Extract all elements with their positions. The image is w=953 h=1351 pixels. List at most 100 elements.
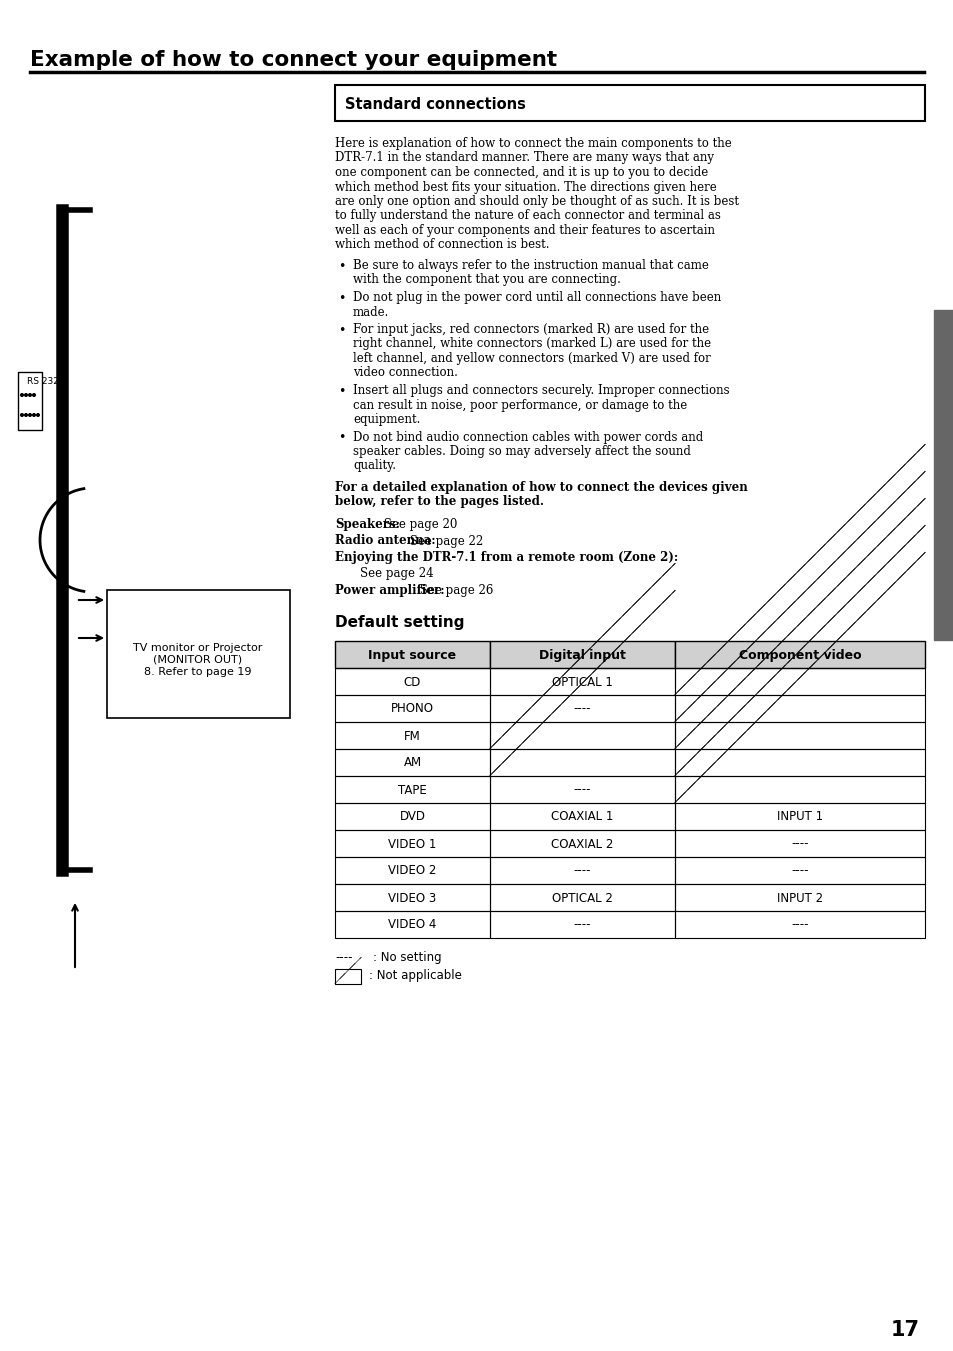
Text: •: • <box>337 385 345 399</box>
Bar <box>490 775 675 802</box>
Text: COAXIAL 1: COAXIAL 1 <box>551 811 613 824</box>
Text: ----: ---- <box>573 865 591 878</box>
Text: ----: ---- <box>573 919 591 931</box>
Text: ----: ---- <box>790 865 808 878</box>
Text: TV monitor or Projector
(MONITOR OUT)
8. Refer to page 19: TV monitor or Projector (MONITOR OUT) 8.… <box>133 643 262 677</box>
Bar <box>335 721 490 748</box>
Bar <box>490 694 675 721</box>
Bar <box>335 830 490 857</box>
Bar <box>335 857 490 884</box>
Bar <box>675 640 924 667</box>
Bar <box>335 667 490 694</box>
Bar <box>335 969 360 984</box>
Bar <box>335 884 490 911</box>
Bar <box>675 694 924 721</box>
Bar <box>675 721 924 748</box>
Text: •: • <box>337 259 345 273</box>
Bar <box>490 640 675 667</box>
Text: VIDEO 2: VIDEO 2 <box>388 865 436 878</box>
Text: AM: AM <box>403 757 421 770</box>
Bar <box>675 884 924 911</box>
Text: ----: ---- <box>790 919 808 931</box>
Text: one component can be connected, and it is up to you to decide: one component can be connected, and it i… <box>335 166 707 178</box>
Text: can result in noise, poor performance, or damage to the: can result in noise, poor performance, o… <box>353 399 686 412</box>
Bar <box>107 590 290 717</box>
Text: below, refer to the pages listed.: below, refer to the pages listed. <box>335 496 543 508</box>
Text: Input source: Input source <box>368 648 456 662</box>
Text: TAPE: TAPE <box>397 784 426 797</box>
Text: to fully understand the nature of each connector and terminal as: to fully understand the nature of each c… <box>335 209 720 223</box>
Text: : Not applicable: : Not applicable <box>369 969 461 981</box>
Text: are only one option and should only be thought of as such. It is best: are only one option and should only be t… <box>335 195 739 208</box>
Bar <box>335 911 490 938</box>
Text: See page 20: See page 20 <box>380 517 457 531</box>
Bar <box>675 775 924 802</box>
Text: See page 26: See page 26 <box>416 584 493 597</box>
Bar <box>490 667 675 694</box>
Bar <box>933 309 953 640</box>
Text: Power amplifier:: Power amplifier: <box>335 584 444 597</box>
Bar <box>490 748 675 775</box>
Text: OPTICAL 1: OPTICAL 1 <box>552 676 612 689</box>
Text: VIDEO 3: VIDEO 3 <box>388 892 436 905</box>
Bar <box>490 857 675 884</box>
Text: Digital input: Digital input <box>538 648 625 662</box>
Circle shape <box>21 393 23 396</box>
Text: Radio antenna:: Radio antenna: <box>335 535 436 547</box>
Text: •: • <box>337 324 345 336</box>
Text: ----: ---- <box>335 951 352 965</box>
Circle shape <box>32 393 35 396</box>
Text: Do not plug in the power cord until all connections have been: Do not plug in the power cord until all … <box>353 290 720 304</box>
Circle shape <box>36 413 39 416</box>
Text: ----: ---- <box>790 838 808 851</box>
Text: OPTICAL 2: OPTICAL 2 <box>552 892 612 905</box>
Text: DTR-7.1 in the standard manner. There are many ways that any: DTR-7.1 in the standard manner. There ar… <box>335 151 713 165</box>
Text: right channel, white connectors (marked L) are used for the: right channel, white connectors (marked … <box>353 338 710 350</box>
Text: ----: ---- <box>573 784 591 797</box>
Text: Here is explanation of how to connect the main components to the: Here is explanation of how to connect th… <box>335 136 731 150</box>
Bar <box>335 748 490 775</box>
Text: •: • <box>337 292 345 305</box>
Text: FM: FM <box>404 730 420 743</box>
Bar <box>335 640 490 667</box>
Text: DVD: DVD <box>399 811 425 824</box>
Bar <box>335 85 924 122</box>
Bar <box>675 911 924 938</box>
Text: quality.: quality. <box>353 459 395 473</box>
Text: left channel, and yellow connectors (marked V) are used for: left channel, and yellow connectors (mar… <box>353 353 710 365</box>
Bar <box>490 911 675 938</box>
Bar <box>675 667 924 694</box>
Text: Do not bind audio connection cables with power cords and: Do not bind audio connection cables with… <box>353 431 702 443</box>
Text: which method of connection is best.: which method of connection is best. <box>335 239 549 251</box>
Bar <box>490 721 675 748</box>
Bar <box>490 830 675 857</box>
Text: See page 24: See page 24 <box>359 567 434 581</box>
Text: See page 22: See page 22 <box>405 535 482 547</box>
Circle shape <box>25 413 28 416</box>
Text: ----: ---- <box>573 703 591 716</box>
Text: equipment.: equipment. <box>353 413 420 426</box>
Circle shape <box>29 393 31 396</box>
Text: which method best fits your situation. The directions given here: which method best fits your situation. T… <box>335 181 716 193</box>
Text: VIDEO 1: VIDEO 1 <box>388 838 436 851</box>
Text: video connection.: video connection. <box>353 366 457 380</box>
Text: VIDEO 4: VIDEO 4 <box>388 919 436 931</box>
Circle shape <box>21 413 23 416</box>
Text: For a detailed explanation of how to connect the devices given: For a detailed explanation of how to con… <box>335 481 747 494</box>
Text: For input jacks, red connectors (marked R) are used for the: For input jacks, red connectors (marked … <box>353 323 708 336</box>
Text: Example of how to connect your equipment: Example of how to connect your equipment <box>30 50 557 70</box>
Bar <box>490 884 675 911</box>
Bar <box>675 830 924 857</box>
Circle shape <box>29 413 31 416</box>
Text: Be sure to always refer to the instruction manual that came: Be sure to always refer to the instructi… <box>353 259 708 272</box>
Text: well as each of your components and their features to ascertain: well as each of your components and thei… <box>335 224 714 236</box>
Bar <box>490 802 675 830</box>
Bar <box>335 802 490 830</box>
Text: •: • <box>337 431 345 444</box>
Bar <box>675 748 924 775</box>
Bar <box>335 775 490 802</box>
Text: made.: made. <box>353 305 389 319</box>
Text: PHONO: PHONO <box>391 703 434 716</box>
Text: Default setting: Default setting <box>335 615 464 630</box>
Text: RS 232: RS 232 <box>27 377 59 386</box>
